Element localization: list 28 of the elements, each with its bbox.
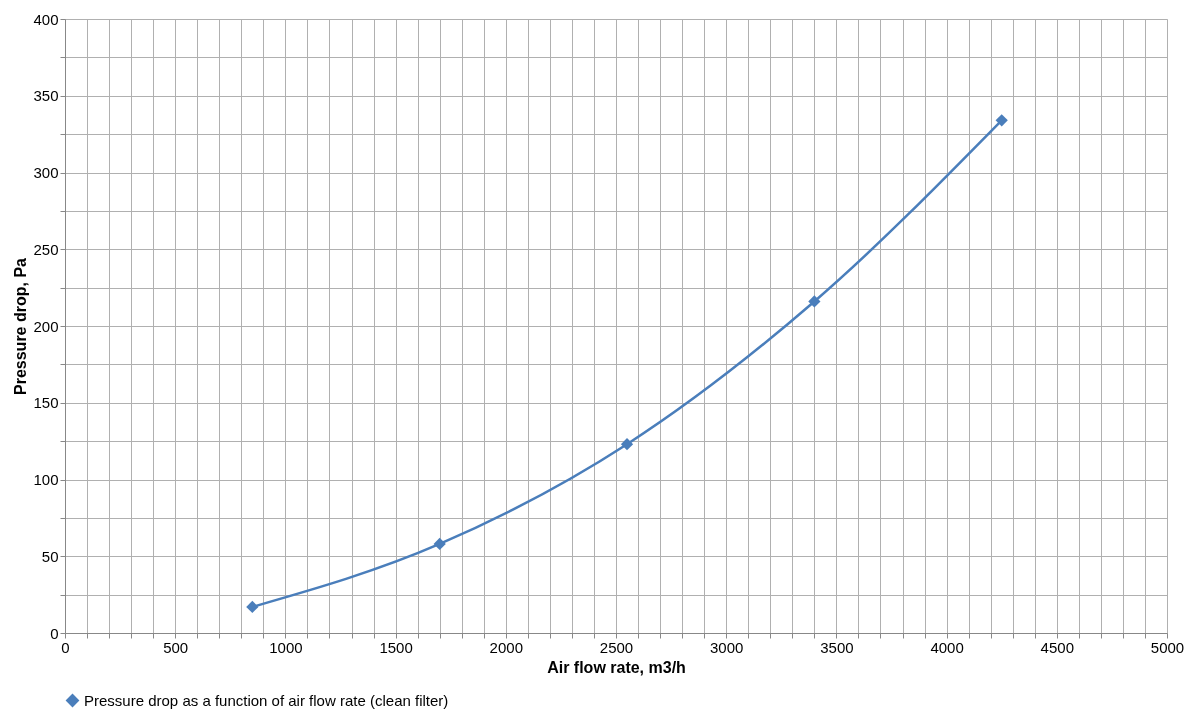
y-tick-label: 200	[33, 317, 59, 335]
point	[995, 114, 1008, 127]
point	[433, 537, 446, 551]
x-tick-label: 500	[163, 638, 189, 656]
y-axis-title: Pressure drop, Pa	[12, 257, 30, 395]
x-tick-label: 3500	[820, 638, 854, 656]
x-tick-label: 2500	[599, 638, 634, 656]
x-tick-label: 1500	[379, 638, 413, 656]
y-tick-label: 50	[41, 547, 59, 565]
x-tick-label: 2000	[489, 638, 523, 656]
y-tick-label: 400	[33, 10, 59, 28]
y-tick-label: 300	[33, 164, 59, 181]
y-tick-label: 150	[33, 394, 59, 412]
x-tick-label: 3000	[710, 638, 744, 656]
x-axis-title: Air flow rate, m3/h	[547, 658, 686, 676]
y-tick-label: 350	[33, 87, 59, 105]
point	[620, 438, 634, 451]
y-tick-label: 0	[50, 624, 59, 642]
y-tick-label: 100	[33, 471, 59, 488]
legend-label: Pressure drop as a function of air flow rate (clean filter)	[84, 691, 449, 709]
point	[246, 600, 259, 614]
x-tick-label: 4000	[930, 638, 964, 656]
x-tick-label: 0	[61, 638, 70, 656]
x-tick-label: 5000	[1150, 638, 1185, 656]
x-tick-label: 4500	[1040, 638, 1074, 656]
point	[808, 295, 821, 308]
x-tick-label: 1000	[269, 638, 303, 656]
y-tick-label: 250	[33, 240, 59, 258]
